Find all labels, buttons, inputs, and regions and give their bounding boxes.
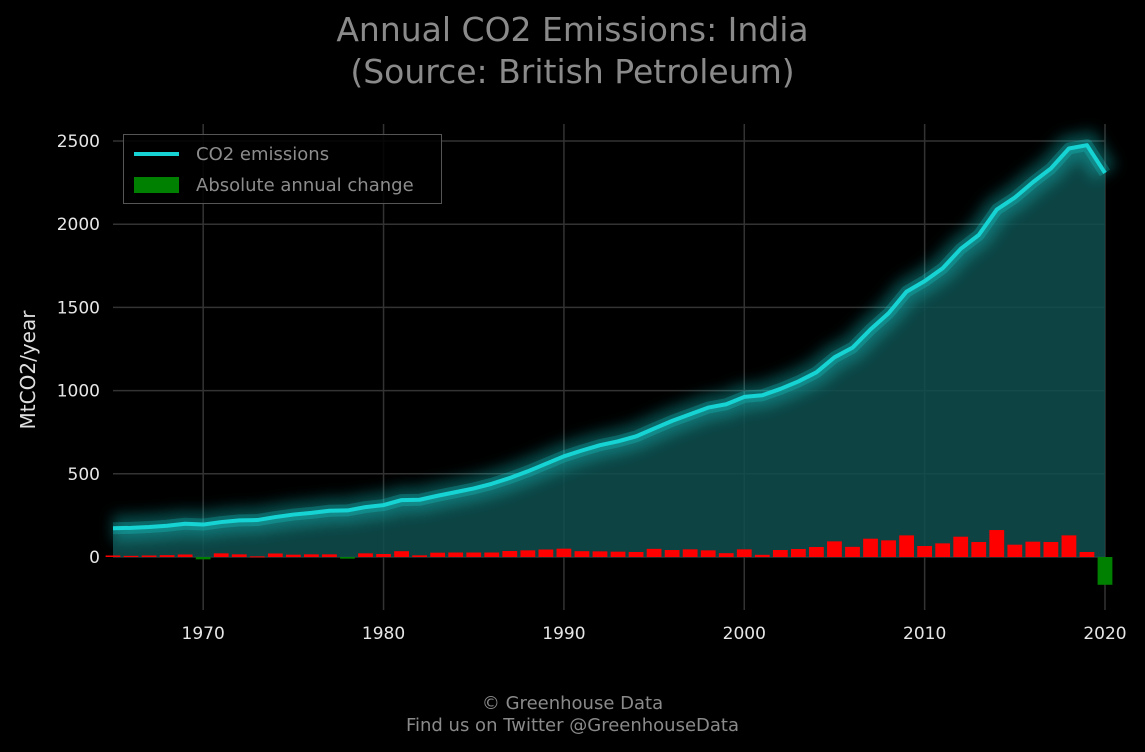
- change-bar: [845, 546, 860, 557]
- y-tick-label: 0: [89, 548, 100, 568]
- change-bar: [502, 551, 518, 557]
- y-tick-label: 1500: [57, 298, 100, 318]
- change-bar: [592, 551, 608, 557]
- change-bar: [358, 553, 373, 557]
- x-tick-label: 1990: [542, 624, 585, 644]
- change-bar: [790, 549, 806, 557]
- change-bar: [754, 554, 770, 557]
- change-bar: [322, 554, 337, 557]
- change-bar: [772, 550, 788, 557]
- legend-line-swatch: [134, 152, 179, 156]
- emissions-line-group: [112, 130, 1116, 542]
- change-bar: [304, 554, 319, 557]
- change-bar: [917, 546, 933, 557]
- footer-copyright: © Greenhouse Data: [481, 693, 664, 714]
- change-bar: [899, 535, 914, 557]
- legend-bar-swatch: [134, 177, 179, 193]
- x-tick-label: 1970: [182, 624, 225, 644]
- legend: CO2 emissions Absolute annual change: [123, 134, 442, 204]
- y-tick-label: 2500: [57, 132, 100, 152]
- footer-twitter: Find us on Twitter @GreenhouseData: [405, 715, 740, 736]
- change-bar: [809, 547, 824, 557]
- change-bar: [1025, 541, 1041, 557]
- emissions-area: [113, 145, 1105, 557]
- change-bar: [448, 552, 464, 557]
- change-bar: [556, 548, 572, 557]
- change-bar: [520, 550, 536, 557]
- chart-subtitle: (Source: British Petroleum): [350, 52, 795, 91]
- change-bar: [736, 549, 752, 557]
- change-bar: [881, 540, 896, 557]
- change-bar: [394, 551, 409, 557]
- change-bar: [863, 538, 878, 557]
- legend-label-emissions: CO2 emissions: [196, 143, 330, 165]
- area-fill: [113, 145, 1105, 557]
- change-bar: [412, 555, 428, 557]
- x-tick-label: 1980: [362, 624, 405, 644]
- change-bar: [430, 552, 446, 557]
- change-bar: [700, 550, 716, 557]
- change-bar: [610, 551, 626, 557]
- change-bar: [718, 553, 734, 557]
- change-bar: [285, 554, 301, 557]
- change-bar: [827, 541, 842, 557]
- change-bar: [664, 550, 680, 557]
- change-bar: [1097, 557, 1113, 585]
- change-bar: [177, 554, 193, 557]
- x-tick-label: 2020: [1083, 624, 1126, 644]
- axis-tick-labels: 0 500 1000 1500 2000 2500 1970 1980 1990 2000 2010…: [57, 132, 1127, 644]
- x-tick-label: 2000: [723, 624, 766, 644]
- legend-item-change: Absolute annual change: [134, 174, 414, 196]
- change-bar: [628, 552, 644, 557]
- change-bar: [484, 552, 500, 557]
- change-bar: [466, 552, 482, 557]
- y-tick-label: 500: [68, 465, 100, 485]
- change-bar: [195, 557, 211, 560]
- change-bar: [231, 554, 247, 557]
- annual-change-bars: [105, 530, 1113, 585]
- legend-label-change: Absolute annual change: [196, 174, 414, 196]
- change-bar: [141, 555, 157, 557]
- change-bar: [646, 548, 662, 557]
- emissions-line: [112, 143, 1107, 531]
- change-bar: [249, 556, 265, 558]
- change-bar: [989, 530, 1005, 557]
- change-bar: [1061, 535, 1077, 557]
- change-bar: [123, 555, 139, 557]
- change-bar: [682, 549, 698, 557]
- change-bar: [340, 557, 355, 559]
- change-bar: [213, 553, 229, 557]
- x-tick-label: 2010: [903, 624, 946, 644]
- change-bar: [1007, 544, 1023, 557]
- change-bar: [953, 536, 969, 557]
- change-bar: [267, 553, 283, 557]
- y-axis-label: MtCO2/year: [16, 310, 40, 430]
- change-bar: [1043, 542, 1059, 557]
- change-bar: [105, 555, 121, 557]
- change-bar: [538, 549, 554, 557]
- legend-item-emissions: CO2 emissions: [134, 143, 329, 165]
- change-bar: [1079, 552, 1095, 557]
- y-tick-label: 2000: [57, 215, 100, 235]
- change-bar: [574, 551, 590, 557]
- change-bar: [935, 543, 951, 557]
- y-tick-label: 1000: [57, 382, 100, 402]
- chart-title: Annual CO2 Emissions: India: [336, 10, 809, 49]
- change-bar: [376, 554, 391, 557]
- change-bar: [159, 555, 175, 557]
- change-bar: [971, 542, 987, 557]
